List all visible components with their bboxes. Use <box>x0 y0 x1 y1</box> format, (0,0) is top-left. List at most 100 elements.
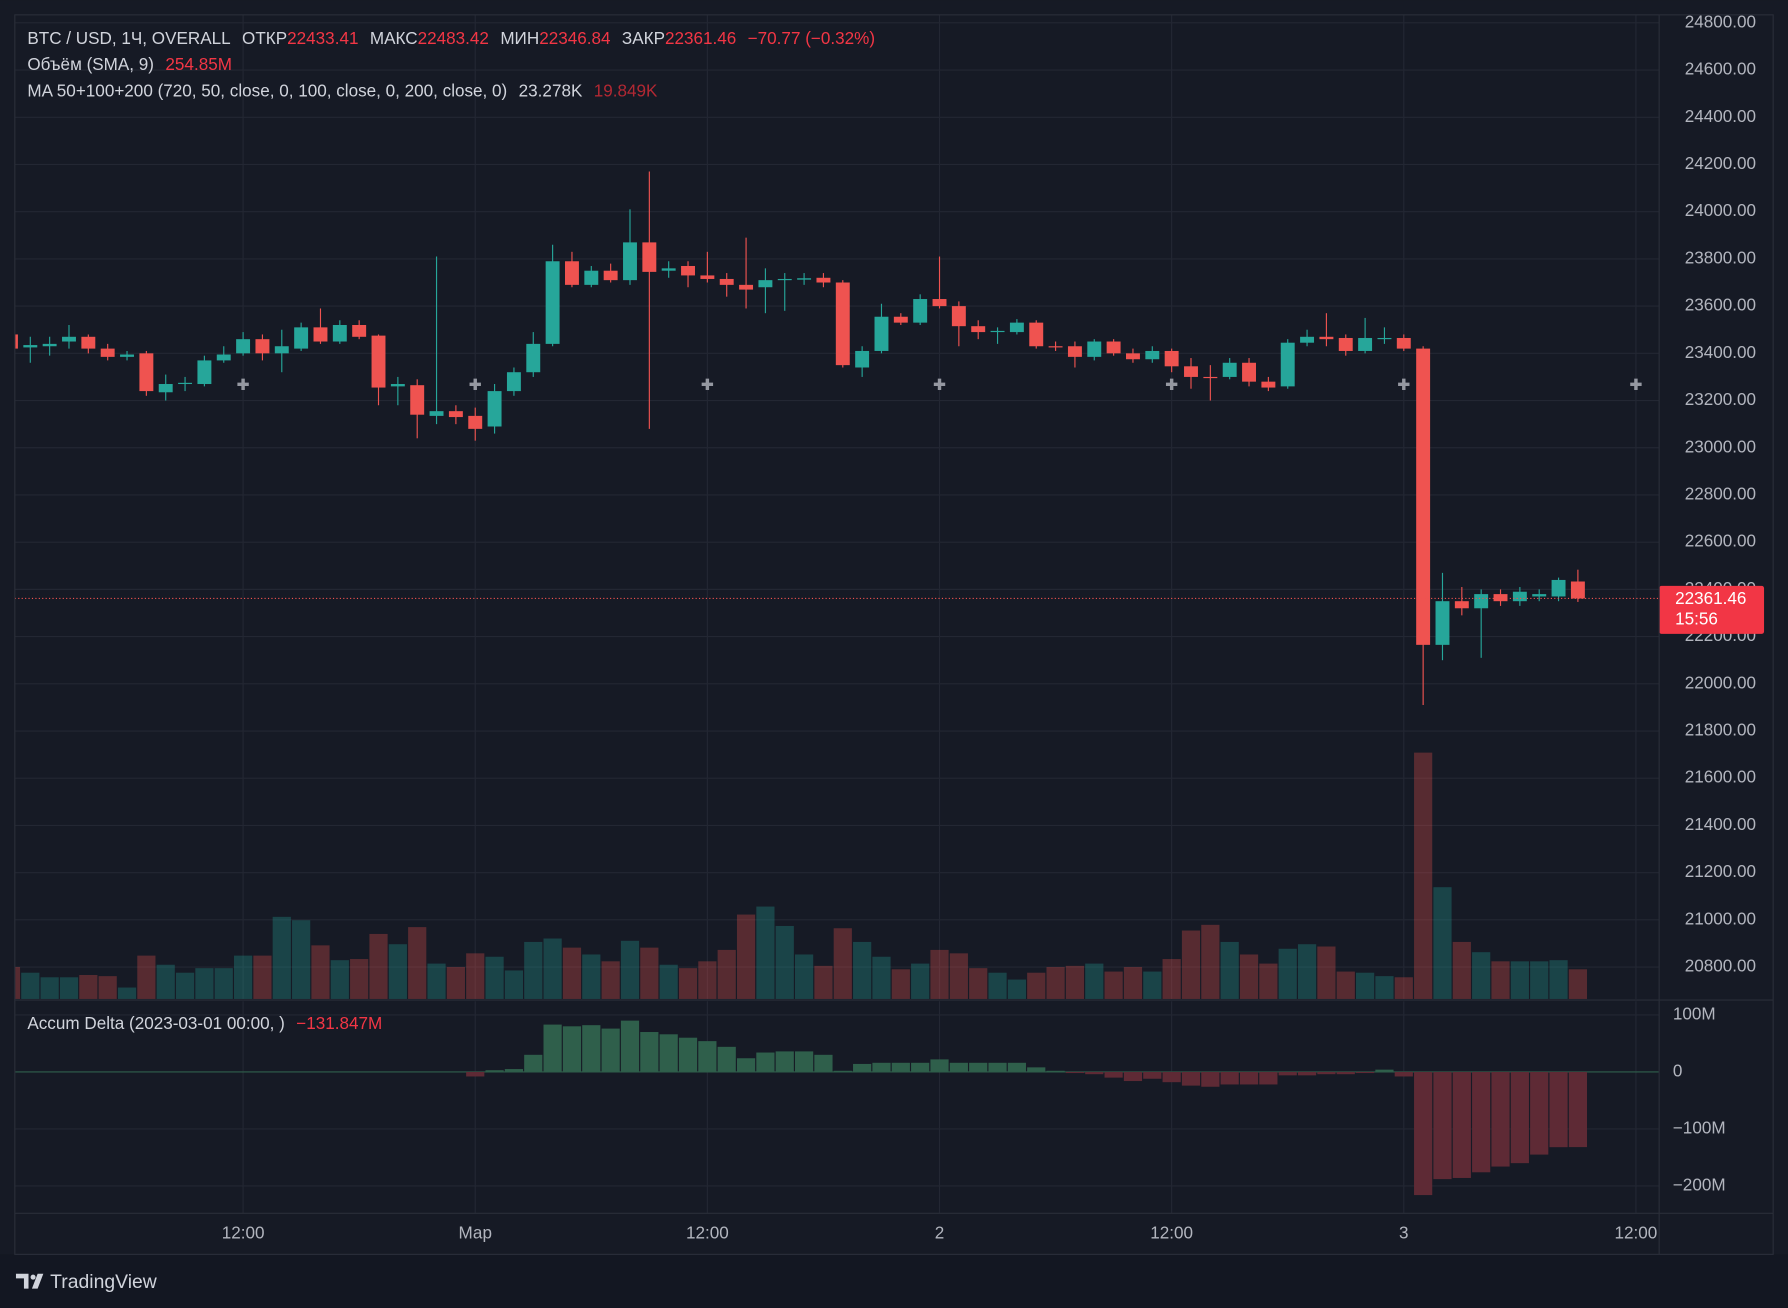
volume-bar <box>833 928 852 999</box>
x-tick-label: Мар <box>459 1223 492 1242</box>
brand-name: TradingView <box>50 1271 158 1293</box>
y-tick-label: 21800.00 <box>1685 721 1756 740</box>
candle-body <box>294 327 309 349</box>
volume-bar <box>14 967 21 999</box>
ohlc-label: ОТКР <box>242 28 287 47</box>
footer-bar <box>0 1254 1788 1308</box>
volume-bar <box>1220 941 1239 999</box>
candle-body <box>1222 362 1237 377</box>
candle-body <box>1125 353 1140 360</box>
y-tick-label: −100M <box>1673 1118 1726 1137</box>
candle-body <box>62 336 76 342</box>
delta-bar <box>736 1058 756 1072</box>
delta-bar <box>620 1020 640 1072</box>
candle-body <box>236 339 251 354</box>
session-marker <box>237 378 249 391</box>
volume-bar <box>717 949 736 999</box>
delta-bar <box>582 1025 601 1072</box>
volume-bar <box>1394 977 1413 999</box>
delta-value: −131.847M <box>296 1014 382 1033</box>
candle-body <box>120 354 134 357</box>
legend-ma: MA 50+100+200 (720, 50, close, 0, 100, c… <box>27 81 658 100</box>
delta-bar <box>1414 1071 1433 1196</box>
y-tick-label: 23200.00 <box>1685 390 1756 409</box>
y-tick-label: 24000.00 <box>1685 201 1756 220</box>
candle-body <box>1512 591 1527 602</box>
candle-body <box>313 327 328 342</box>
delta-bar <box>1143 1071 1162 1079</box>
volume-bar <box>1549 960 1568 999</box>
volume-bar <box>446 967 465 999</box>
candle-body <box>1319 336 1334 340</box>
volume-bar <box>1414 752 1433 999</box>
delta-bar <box>1336 1071 1355 1075</box>
delta-bar <box>562 1026 582 1072</box>
volume-bar <box>1433 887 1452 999</box>
volume-bar <box>582 954 601 999</box>
volume-bar <box>969 968 988 999</box>
volume-bar <box>601 961 620 999</box>
candle-body <box>1551 579 1566 597</box>
y-tick-label: 24400.00 <box>1685 107 1756 126</box>
candle-body <box>274 346 289 354</box>
y-tick-label: 20800.00 <box>1685 957 1756 976</box>
ohlc-label: МИН <box>500 28 539 47</box>
candle-body <box>816 277 831 283</box>
volume-bar <box>137 955 156 999</box>
change-value: −70.77 (−0.32%) <box>748 28 875 47</box>
y-tick-label: 24800.00 <box>1685 12 1756 31</box>
volume-bar <box>1027 972 1046 999</box>
candle-body <box>448 411 463 418</box>
candle-body <box>1474 594 1489 609</box>
open-value: 22433.41 <box>287 28 358 47</box>
volume-bar <box>156 964 175 999</box>
volume-bar <box>1065 965 1085 999</box>
candle-body <box>1358 337 1373 351</box>
delta-bar <box>717 1046 736 1072</box>
candle-body <box>932 299 947 307</box>
candle-body <box>1087 341 1102 357</box>
volume-bar <box>1239 954 1259 999</box>
candle-body <box>332 324 347 342</box>
candle-body <box>1048 346 1063 348</box>
delta-title: Accum Delta (2023-03-01 00:00, ) <box>27 1014 285 1033</box>
volume-title: Объём (SMA, 9) <box>27 55 154 74</box>
volume-bar <box>1104 971 1123 999</box>
candle-body <box>855 350 870 368</box>
volume-bar <box>21 972 40 999</box>
ma-title: MA 50+100+200 (720, 50, close, 0, 100, c… <box>27 81 507 100</box>
delta-bar <box>1007 1062 1026 1072</box>
y-tick-label: 24200.00 <box>1685 154 1756 173</box>
marks-layer <box>14 171 1660 1196</box>
volume-bar <box>524 941 543 999</box>
volume-bar <box>214 968 233 999</box>
candle-body <box>1435 601 1450 645</box>
frame <box>14 14 1774 1255</box>
volume-bar <box>117 987 137 999</box>
candle-body <box>681 265 695 276</box>
volume-bar <box>79 974 98 999</box>
high-value: 22483.42 <box>418 28 489 47</box>
y-tick-label: 0 <box>1673 1061 1683 1080</box>
volume-bar <box>40 977 59 999</box>
candle-body <box>371 335 386 388</box>
delta-bar <box>814 1054 833 1072</box>
candle-body <box>410 385 425 415</box>
candle-body <box>1145 350 1160 360</box>
y-tick-label: 21000.00 <box>1685 909 1756 928</box>
volume-bar <box>1568 969 1587 999</box>
delta-bar <box>1317 1071 1336 1075</box>
delta-bar <box>659 1034 678 1072</box>
volume-bar <box>1375 976 1394 999</box>
candle-body <box>1454 601 1469 609</box>
y-tick-label: 23800.00 <box>1685 248 1756 267</box>
session-marker <box>1398 378 1410 391</box>
candle-body <box>14 334 18 349</box>
delta-bar <box>1530 1071 1549 1155</box>
delta-bar <box>1549 1071 1568 1148</box>
delta-bar <box>1201 1071 1220 1087</box>
candle-body <box>661 268 676 271</box>
last-price-badge <box>1659 585 1765 634</box>
